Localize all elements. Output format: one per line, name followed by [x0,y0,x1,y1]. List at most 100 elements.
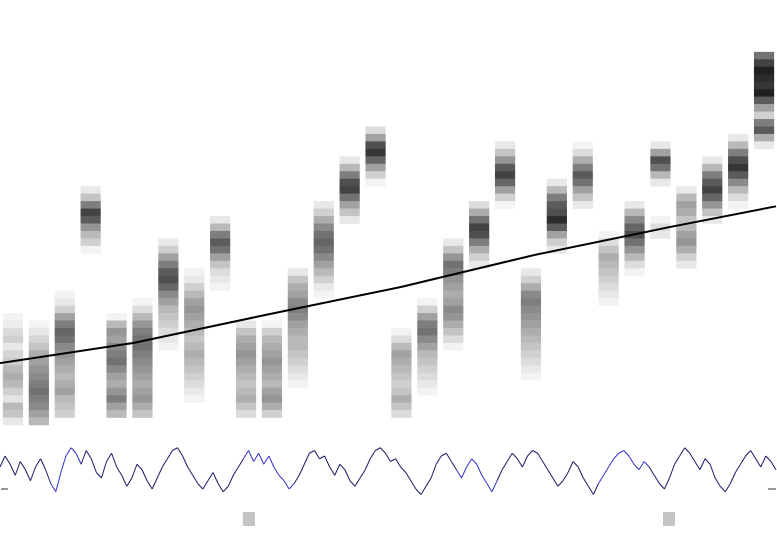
waveform-segment [80,450,87,465]
heatmap-cell [80,238,101,247]
heatmap-cell [106,327,127,336]
heatmap-cell [2,387,24,396]
heatmap-cell [106,387,127,396]
heatmap-cell [235,410,257,418]
waveform-segment [491,480,498,492]
heatmap-cell [598,298,619,306]
waveform-segment [70,447,77,454]
waveform-segment [501,461,508,471]
heatmap-cell [106,357,127,366]
heatmap-cell [54,335,75,344]
waveform-segment [182,455,189,468]
heatmap-cell [753,96,775,105]
heatmap-cell [753,104,775,112]
heatmap-cell [28,350,49,359]
heatmap-cell [313,216,334,224]
waveform-segment [126,477,133,487]
heatmap-cell [391,372,412,381]
heatmap-cell [702,186,723,194]
heatmap-cell [624,216,645,224]
heatmap-cell [572,186,593,194]
waveform-segment [734,463,741,473]
heatmap-cell [624,268,645,277]
heatmap-cell [469,245,490,254]
heatmap-cell [132,402,153,411]
heatmap-cell [624,208,645,217]
heatmap-cell [28,380,49,388]
waveform-segment [96,472,102,479]
heatmap-cell [184,395,205,403]
waveform-segment [395,458,402,468]
heatmap-cell [235,395,257,403]
heatmap-cell [235,372,257,381]
heatmap-cell [546,223,567,232]
heatmap-cell [313,253,334,262]
heatmap-cell [391,357,412,366]
waveform-segment [29,466,36,481]
heatmap-cell [728,171,749,180]
waveform-segment [187,466,194,476]
heatmap-cell [287,372,308,381]
heatmap-cell [417,342,438,351]
waveform-segment [90,458,97,473]
waveform-segment [572,461,579,468]
waveform-segment [658,483,665,490]
heatmap-cell [54,313,75,321]
heatmap-cell [2,335,24,344]
heatmap-cell [28,327,49,336]
heatmap-cell [158,245,179,254]
waveform-segment [420,485,427,495]
waveform-segment [136,463,143,471]
heatmap-cell [494,141,516,150]
heatmap-cell [132,365,153,374]
heatmap-cell [520,357,542,366]
waveform-segment [415,488,422,495]
waveform-segment [334,464,341,476]
waveform-segment [166,450,173,460]
heatmap-cell [28,417,49,426]
waveform-segment [4,455,11,465]
waveform-segment [202,480,209,490]
waveform-segment [329,466,336,476]
waveform-segment [324,455,331,468]
waveform-segment [172,447,178,451]
heatmap-cell [676,216,697,224]
heatmap-cell [80,216,101,224]
heatmap-cell [80,245,101,254]
heatmap-cell [235,335,257,344]
heatmap-cell [546,186,567,194]
waveform-segment [669,464,676,479]
heatmap-cell [417,320,438,329]
trend-line [0,205,777,365]
heatmap-cell [106,380,127,388]
heatmap-cell [520,313,542,321]
waveform-segment [217,483,224,493]
heatmap-cell [54,365,75,374]
waveform-segment [765,455,772,462]
heatmap-cell [313,260,334,269]
waveform-segment [60,455,67,473]
heatmap-cell [469,260,490,269]
heatmap-cell [728,148,749,157]
heatmap-cell [391,380,412,388]
heatmap-cell [753,141,775,150]
waveform-segment [760,455,767,468]
waveform-segment [445,452,452,462]
heatmap-cell [753,126,775,135]
heatmap-cell [417,305,438,314]
trend-line-area [0,205,777,365]
heatmap-cell [676,201,697,209]
heatmap-cell [313,208,334,217]
heatmap-cell [417,350,438,359]
waveform-segment [339,463,346,471]
heatmap-cell [54,305,75,314]
heatmap-area [2,51,775,426]
heatmap-cell [287,283,308,291]
waveform-segment [50,483,57,493]
heatmap-cell [624,201,645,209]
heatmap-cell [158,283,179,291]
heatmap-cell [624,260,645,269]
waveform-segment [511,452,518,460]
heatmap-cell [365,141,386,150]
heatmap-cell [80,193,101,202]
